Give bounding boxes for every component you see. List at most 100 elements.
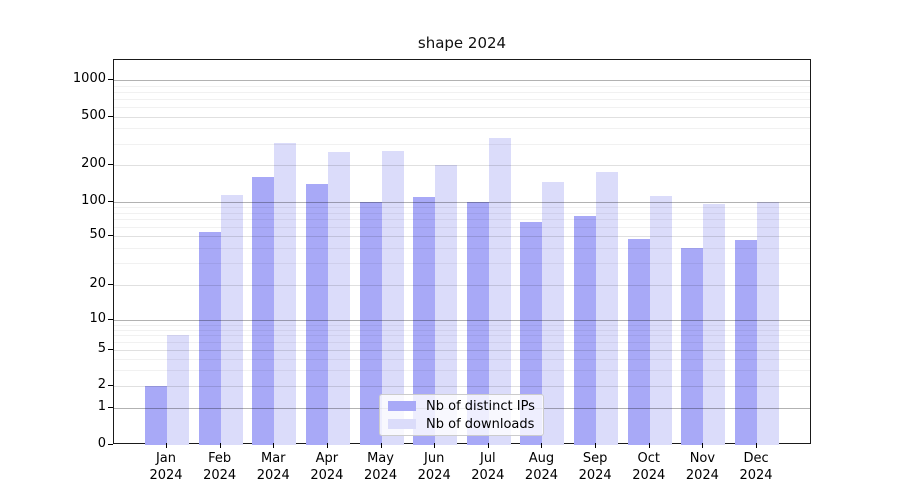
- bar-downloads-oct: [649, 196, 672, 445]
- y-tick-mark: [108, 284, 113, 285]
- legend-label-distinct-ips: Nb of distinct IPs: [426, 398, 535, 414]
- x-tick-year: 2024: [364, 468, 398, 483]
- legend-label-downloads: Nb of downloads: [426, 416, 535, 432]
- x-tick-year: 2024: [417, 468, 451, 483]
- y-tick-mark: [108, 349, 113, 350]
- gridline: [114, 329, 810, 331]
- x-tick-mark: [166, 443, 167, 448]
- x-tick-label: Sep 2024: [555, 450, 635, 484]
- x-tick-mark: [648, 443, 650, 448]
- gridline: [114, 335, 810, 337]
- gridline: [114, 320, 810, 321]
- y-tick-mark: [108, 406, 113, 408]
- y-tick-label: 10: [89, 311, 106, 326]
- gridline: [114, 206, 810, 208]
- x-tick-month: Apr: [315, 451, 339, 466]
- x-tick-month: Dec: [743, 451, 769, 466]
- bar-downloads-jul: [488, 138, 511, 445]
- y-tick-label: 500: [81, 107, 106, 123]
- gridline: [114, 143, 810, 145]
- gridline: [114, 226, 810, 228]
- gridline: [114, 369, 810, 371]
- bar-downloads-feb: [220, 194, 243, 445]
- x-tick-label: Jan 2024: [126, 450, 206, 484]
- x-tick-label: Oct 2024: [609, 450, 689, 484]
- x-tick-mark: [219, 443, 221, 448]
- y-tick-label: 1: [97, 398, 106, 414]
- bar-distinct-ips-mar: [252, 176, 275, 445]
- y-tick-mark: [108, 235, 113, 236]
- bar-distinct-ips-oct: [627, 239, 650, 445]
- gridline: [114, 263, 810, 265]
- y-tick-mark: [108, 384, 113, 386]
- legend-item-distinct-ips: Nb of distinct IPs: [388, 399, 543, 414]
- gridline: [114, 91, 810, 93]
- x-tick-year: 2024: [471, 468, 505, 483]
- x-tick-year: 2024: [685, 468, 719, 483]
- y-tick-label: 1000: [72, 71, 106, 86]
- y-tick-label: 0: [97, 436, 106, 451]
- bar-downloads-jan: [167, 335, 189, 445]
- bar-downloads-may: [381, 151, 404, 445]
- bar-downloads-dec: [757, 201, 780, 445]
- x-tick-month: Nov: [689, 451, 716, 466]
- bar-distinct-ips-apr: [305, 183, 328, 445]
- bar-distinct-ips-sep: [574, 216, 597, 445]
- gridline: [114, 385, 810, 387]
- x-tick-month: Jan: [155, 451, 177, 466]
- x-tick-label: Apr 2024: [287, 450, 367, 484]
- x-tick-year: 2024: [578, 468, 612, 483]
- plot-area: [113, 59, 811, 445]
- chart-title: shape 2024: [417, 34, 507, 52]
- bar-distinct-ips-aug: [520, 222, 543, 445]
- x-tick-year: 2024: [310, 468, 344, 483]
- x-tick-label: Dec 2024: [716, 450, 796, 484]
- gridline: [114, 247, 810, 249]
- y-tick-label: 5: [97, 341, 106, 356]
- bar-distinct-ips-jul: [466, 201, 489, 445]
- x-tick-mark: [595, 443, 597, 448]
- x-tick-month: Mar: [261, 451, 286, 466]
- x-tick-label: Jun 2024: [394, 450, 474, 484]
- gridline: [114, 201, 810, 203]
- y-tick-mark: [108, 319, 113, 320]
- y-tick-mark: [108, 79, 113, 80]
- bars-layer: [114, 60, 810, 445]
- x-tick-month: Oct: [637, 451, 660, 466]
- bar-distinct-ips-may: [359, 201, 382, 445]
- x-tick-month: May: [367, 451, 394, 466]
- x-tick-mark: [541, 443, 543, 448]
- bar-distinct-ips-dec: [735, 240, 758, 445]
- gridline: [114, 98, 810, 100]
- x-tick-month: Feb: [208, 451, 232, 466]
- x-tick-month: Aug: [528, 451, 555, 466]
- gridline: [114, 358, 810, 360]
- y-tick-mark: [108, 200, 113, 202]
- x-tick-month: Sep: [582, 451, 608, 466]
- x-tick-month: Jul: [479, 451, 496, 466]
- x-tick-label: Aug 2024: [501, 450, 581, 484]
- x-tick-mark: [273, 443, 275, 448]
- x-tick-label: Nov 2024: [662, 450, 742, 484]
- x-tick-year: 2024: [203, 468, 237, 483]
- x-tick-year: 2024: [632, 468, 666, 483]
- gridline: [114, 236, 810, 237]
- x-tick-year: 2024: [256, 468, 290, 483]
- x-tick-label: Feb 2024: [180, 450, 260, 484]
- x-tick-label: Jul 2024: [448, 450, 528, 484]
- legend-swatch-distinct-ips: [388, 401, 416, 411]
- x-tick-mark: [487, 443, 489, 448]
- bar-downloads-apr: [327, 152, 350, 445]
- bar-downloads-aug: [542, 181, 565, 445]
- x-tick-mark: [380, 443, 382, 448]
- y-tick-mark: [108, 115, 113, 117]
- y-tick-label: 100: [81, 192, 106, 208]
- x-tick-mark: [756, 443, 758, 448]
- x-tick-mark: [702, 443, 704, 448]
- y-tick-label: 200: [81, 156, 106, 171]
- y-tick-label: 2: [97, 376, 106, 392]
- x-tick-mark: [434, 443, 436, 448]
- y-tick-mark: [108, 164, 113, 165]
- grid-layer: [114, 60, 810, 443]
- bar-distinct-ips-feb: [198, 232, 221, 445]
